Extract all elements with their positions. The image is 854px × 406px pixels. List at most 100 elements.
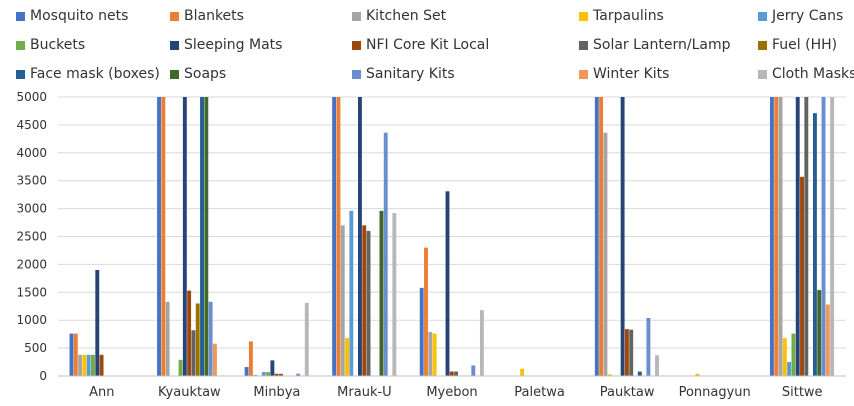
x-tick-label: Ponnagyun — [679, 385, 751, 400]
bar — [191, 330, 196, 376]
legend-label: Cloth Masks — [772, 66, 854, 82]
legend-swatch — [579, 11, 588, 21]
bar — [91, 354, 95, 376]
x-tick-label: Myebon — [426, 385, 477, 400]
x-tick-label: Sittwe — [782, 385, 823, 400]
legend-item: Sleeping Mats — [170, 36, 282, 54]
legend-swatch — [579, 40, 588, 50]
legend-item: NFI Core Kit Local — [352, 36, 489, 54]
legend-label: Sleeping Mats — [184, 37, 283, 53]
bar — [340, 225, 345, 376]
bar — [95, 269, 100, 376]
bar — [379, 210, 384, 376]
bar — [449, 371, 454, 376]
legend-item: Soaps — [170, 65, 226, 83]
bar — [787, 362, 792, 376]
bar — [594, 97, 599, 376]
legend-label: NFI Core Kit Local — [366, 37, 490, 53]
bar — [266, 372, 271, 376]
x-tick-label: Ann — [89, 385, 114, 400]
bar — [445, 191, 450, 376]
bar — [182, 97, 187, 376]
legend-label: Tarpaulins — [593, 8, 664, 24]
legend-item: Sanitary Kits — [352, 65, 455, 83]
bar — [603, 132, 608, 376]
legend-swatch — [16, 11, 25, 21]
bar — [629, 329, 634, 376]
legend: Mosquito nets Blankets Kitchen Set Tarpauli… — [0, 0, 854, 90]
bar — [782, 338, 787, 376]
y-tick-label: 5000 — [16, 90, 47, 104]
bar — [432, 333, 437, 376]
legend-label: Winter Kits — [593, 66, 670, 82]
bar — [212, 343, 217, 376]
bar — [471, 365, 476, 376]
legend-item: Kitchen Set — [352, 7, 446, 25]
legend-swatch — [758, 11, 767, 21]
bar — [804, 97, 809, 376]
bar — [99, 354, 104, 376]
y-tick-label: 1000 — [16, 313, 47, 327]
y-tick-label: 3000 — [16, 202, 47, 216]
bar — [599, 97, 604, 376]
bar — [161, 97, 166, 376]
legend-swatch — [170, 69, 179, 79]
bar — [454, 371, 459, 376]
legend-swatch — [758, 69, 767, 79]
bar — [78, 354, 83, 376]
bar — [73, 333, 78, 376]
y-tick-label: 0 — [39, 369, 47, 383]
bar — [800, 176, 804, 376]
bar — [157, 97, 161, 376]
legend-swatch — [579, 69, 588, 79]
bar — [336, 97, 341, 376]
y-tick-label: 500 — [24, 341, 47, 355]
x-tick-label: Pauktaw — [600, 385, 655, 400]
bar — [620, 97, 625, 376]
x-tick-label: Kyauktaw — [158, 385, 221, 400]
bar — [86, 354, 91, 376]
bar — [637, 371, 642, 376]
bar — [825, 304, 830, 376]
bar — [270, 360, 275, 376]
legend-label: Mosquito nets — [30, 8, 129, 24]
bar — [419, 287, 424, 376]
y-tick-label: 1500 — [16, 285, 47, 299]
x-tick-label: Mrauk-U — [337, 385, 392, 400]
legend-item: Buckets — [16, 36, 85, 54]
bar — [646, 317, 651, 376]
bar — [345, 338, 349, 376]
legend-swatch — [352, 40, 361, 50]
legend-item: Face mask (boxes) — [16, 65, 160, 83]
bar — [357, 97, 362, 376]
bar — [204, 97, 209, 376]
legend-item: Mosquito nets — [16, 7, 128, 25]
y-tick-label: 4500 — [16, 118, 47, 132]
bar — [279, 373, 283, 376]
bar — [812, 113, 817, 377]
bar — [607, 374, 612, 376]
bar — [296, 373, 301, 376]
bar — [366, 230, 371, 376]
legend-item: Cloth Masks — [758, 65, 854, 83]
bar — [817, 290, 822, 376]
bar — [244, 367, 249, 376]
legend-swatch — [352, 11, 361, 21]
bar — [695, 373, 700, 376]
x-tick-label: Paletwa — [514, 385, 565, 400]
bar — [332, 97, 337, 376]
bar — [82, 354, 87, 376]
bar — [655, 355, 659, 376]
bar — [774, 97, 779, 376]
bar — [274, 373, 279, 376]
bar — [178, 359, 183, 376]
bar — [795, 97, 800, 376]
legend-item: Fuel (HH) — [758, 36, 837, 54]
x-tick-label: Minbya — [253, 385, 300, 400]
legend-item: Tarpaulins — [579, 7, 664, 25]
legend-label: Face mask (boxes) — [30, 66, 160, 82]
legend-item: Winter Kits — [579, 65, 669, 83]
y-tick-label: 4000 — [16, 146, 47, 160]
